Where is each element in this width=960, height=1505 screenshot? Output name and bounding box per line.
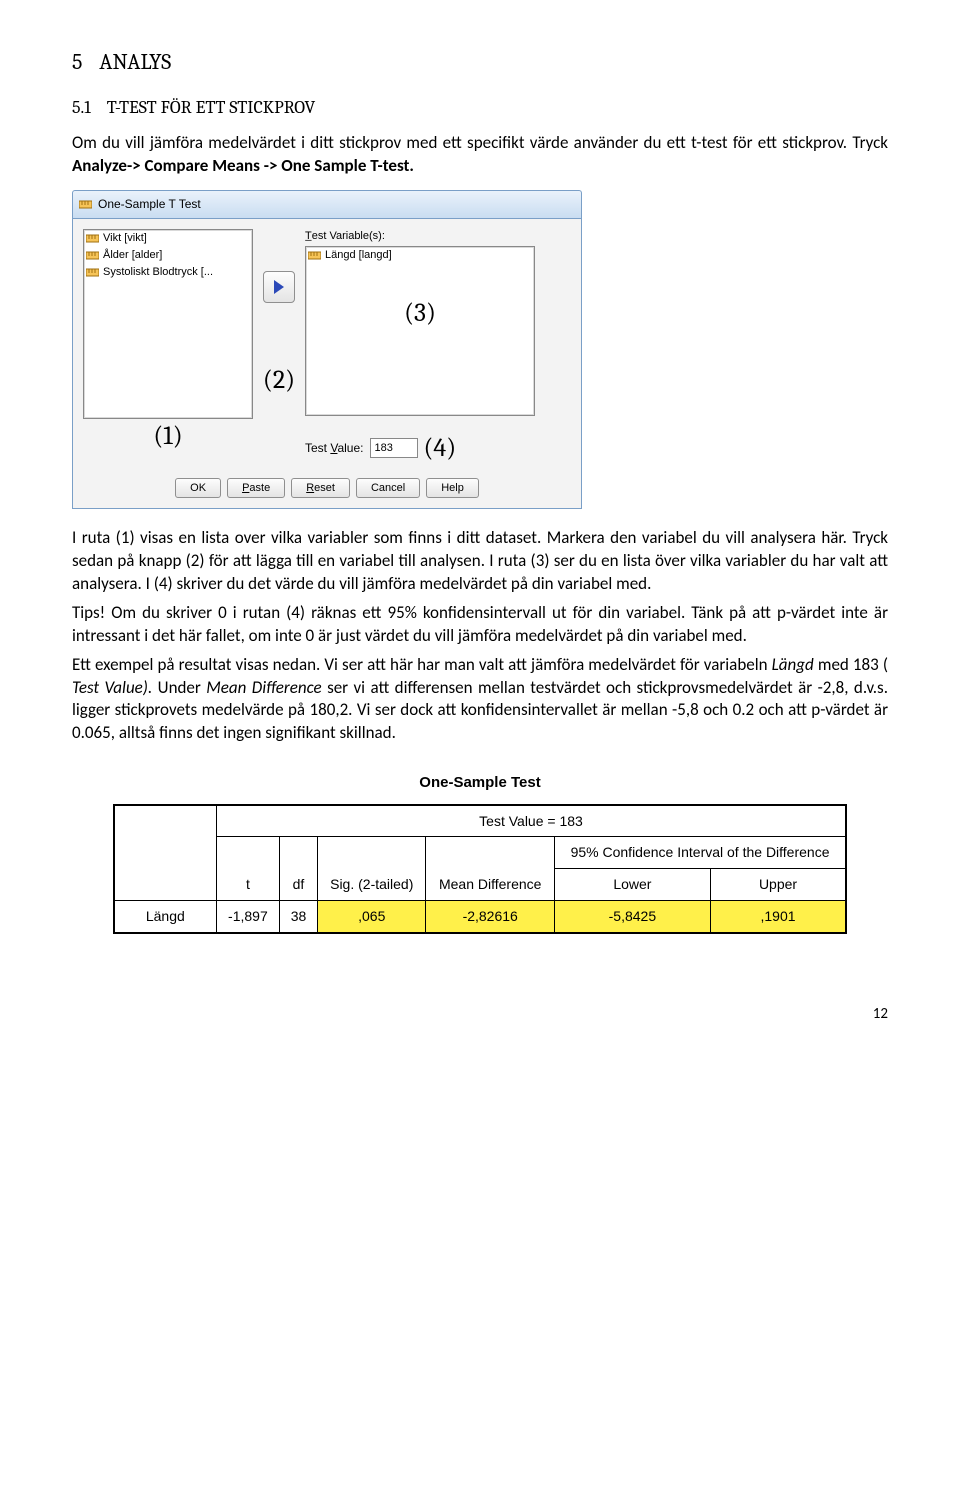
paragraph-3: Tips! Om du skriver 0 i rutan (4) räknas… (72, 602, 888, 648)
col-upper: Upper (710, 869, 846, 901)
col-t: t (216, 837, 279, 901)
list-item-label: Vikt [vikt] (103, 231, 147, 246)
text: med 183 ( (818, 654, 888, 675)
cell-df: 38 (279, 901, 317, 933)
text-italic: Längd (772, 654, 814, 675)
spss-dialog: One-Sample T Test Vikt [vikt] Ålder [ald… (72, 190, 582, 509)
test-variables-label: T̲est Variable(s): (305, 229, 535, 244)
annotation-4: (4) (424, 431, 457, 466)
ok-button[interactable]: OK (175, 478, 221, 498)
list-item-label: Systoliskt Blodtryck [... (103, 265, 213, 280)
intro-text: Om du vill jämföra medelvärdet i ditt st… (72, 132, 888, 153)
source-variables-listbox[interactable]: Vikt [vikt] Ålder [alder] Systoliskt Blo… (83, 229, 253, 419)
annotation-2: (2) (263, 363, 295, 398)
intro-paragraph: Om du vill jämföra medelvärdet i ditt st… (72, 132, 888, 178)
arrow-right-icon (270, 278, 288, 296)
page-number: 12 (72, 1004, 888, 1024)
dialog-title: One-Sample T Test (98, 196, 201, 212)
ci-group-header: 95% Confidence Interval of the Differenc… (554, 837, 846, 869)
menu-path: Analyze-> Compare Means -> One Sample T-… (72, 155, 414, 176)
text-italic: Test Value). (72, 677, 158, 698)
cell-sig: ,065 (318, 901, 426, 933)
dialog-button-row: OK Paste Reset Cancel Help (83, 478, 571, 498)
test-value-label: Test Value: (305, 440, 364, 456)
col-sig: Sig. (2-tailed) (318, 837, 426, 901)
subsection-heading: 5.1 T-TEST FÖR ETT STICKPROV (72, 96, 888, 120)
output-table-title: One-Sample Test (72, 773, 888, 793)
text: Under (158, 677, 207, 698)
col-meandiff: Mean Difference (426, 837, 554, 901)
cell-lower: -5,8425 (554, 901, 710, 933)
annotation-1: (1) (83, 419, 253, 454)
col-df: df (279, 837, 317, 901)
cancel-button[interactable]: Cancel (356, 478, 420, 498)
section-heading: 5 ANALYS (72, 48, 888, 78)
list-item-label: Längd [langd] (325, 248, 392, 263)
cell-t: -1,897 (216, 901, 279, 933)
col-lower: Lower (554, 869, 710, 901)
list-item[interactable]: Systoliskt Blodtryck [... (84, 264, 252, 281)
annotation-3: (3) (305, 296, 535, 331)
cell-upper: ,1901 (710, 901, 846, 933)
dialog-icon (79, 198, 92, 211)
paragraph-2: I ruta (1) visas en lista over vilka var… (72, 527, 888, 596)
output-table: Test Value = 183 t df Sig. (2-tailed) Me… (113, 804, 847, 935)
test-value-input[interactable] (370, 438, 418, 458)
paragraph-4: Ett exempel på resultat visas nedan. Vi … (72, 654, 888, 746)
list-item[interactable]: Ålder [alder] (84, 247, 252, 264)
paste-button[interactable]: Paste (227, 478, 285, 498)
cell-meandiff: -2,82616 (426, 901, 554, 933)
help-button[interactable]: Help (426, 478, 479, 498)
scale-icon (86, 266, 99, 279)
row-label: Längd (114, 901, 217, 933)
list-item[interactable]: Vikt [vikt] (84, 230, 252, 247)
move-variable-button[interactable] (263, 271, 295, 303)
list-item-label: Ålder [alder] (103, 248, 162, 263)
dialog-titlebar: One-Sample T Test (72, 190, 582, 218)
text-italic: Mean Difference (206, 677, 321, 698)
table-group-header: Test Value = 183 (216, 805, 846, 837)
scale-icon (308, 249, 321, 262)
subsection-number: 5.1 (72, 97, 91, 118)
subsection-title: T-TEST FÖR ETT STICKPROV (107, 97, 316, 118)
section-number: 5 (72, 49, 82, 75)
scale-icon (86, 249, 99, 262)
list-item[interactable]: Längd [langd] (306, 247, 534, 264)
reset-button[interactable]: Reset (291, 478, 350, 498)
text: Ett exempel på resultat visas nedan. Vi … (72, 654, 772, 675)
scale-icon (86, 232, 99, 245)
section-title: ANALYS (99, 49, 171, 75)
